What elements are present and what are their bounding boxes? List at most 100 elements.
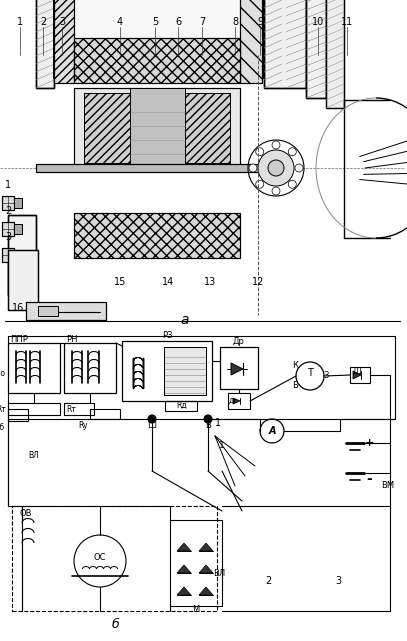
Text: ОС: ОС xyxy=(94,553,106,563)
Text: 1: 1 xyxy=(219,442,225,451)
Polygon shape xyxy=(177,565,191,573)
Text: а: а xyxy=(181,313,189,327)
Text: +: + xyxy=(364,438,374,448)
Bar xyxy=(64,403,94,415)
Polygon shape xyxy=(233,398,240,404)
Bar xyxy=(170,520,222,606)
Bar xyxy=(64,343,116,393)
Bar xyxy=(228,393,250,409)
Bar xyxy=(8,403,60,415)
Text: 6: 6 xyxy=(175,17,181,27)
Text: Б: Б xyxy=(292,381,298,390)
Bar xyxy=(26,302,106,320)
Circle shape xyxy=(204,415,212,423)
Bar xyxy=(8,343,60,393)
Bar xyxy=(2,222,14,236)
Text: 15: 15 xyxy=(114,277,126,287)
Text: ВМ: ВМ xyxy=(381,481,394,490)
Text: Дг: Дг xyxy=(229,398,238,404)
Bar xyxy=(36,164,276,172)
Text: 5: 5 xyxy=(152,17,158,27)
Text: Ш: Ш xyxy=(147,422,157,431)
Bar xyxy=(8,250,38,310)
Bar xyxy=(54,0,74,83)
Text: ВЛ: ВЛ xyxy=(28,451,39,460)
Bar xyxy=(12,506,217,611)
Bar xyxy=(326,0,344,108)
Polygon shape xyxy=(199,587,213,595)
Circle shape xyxy=(272,141,280,149)
Bar xyxy=(2,248,14,262)
Bar xyxy=(74,38,240,83)
Polygon shape xyxy=(177,587,191,595)
Bar xyxy=(326,0,344,108)
Text: ОВ: ОВ xyxy=(20,508,33,517)
Bar xyxy=(350,367,370,383)
Text: Rб: Rб xyxy=(0,422,4,431)
Text: 1: 1 xyxy=(5,180,11,190)
Bar xyxy=(264,0,306,88)
Bar xyxy=(164,347,206,395)
Text: РН: РН xyxy=(66,335,77,344)
Bar xyxy=(14,198,22,208)
Bar xyxy=(38,306,58,316)
Bar xyxy=(74,213,240,258)
Text: 10: 10 xyxy=(312,17,324,27)
Text: Т: Т xyxy=(307,368,313,378)
Bar xyxy=(8,215,36,295)
Text: 1: 1 xyxy=(215,418,221,428)
Bar xyxy=(2,222,14,236)
Text: 14: 14 xyxy=(162,277,174,287)
Circle shape xyxy=(295,164,303,172)
Text: Д1: Д1 xyxy=(353,367,364,376)
Bar xyxy=(84,93,230,163)
Circle shape xyxy=(256,147,264,156)
Bar xyxy=(74,88,240,168)
Text: Rт: Rт xyxy=(66,404,76,413)
Text: Др: Др xyxy=(233,338,245,347)
Bar xyxy=(54,0,264,78)
Bar xyxy=(36,0,54,88)
Polygon shape xyxy=(199,565,213,573)
Polygon shape xyxy=(199,543,213,551)
Text: РНо: РНо xyxy=(0,369,5,378)
Text: 16: 16 xyxy=(12,303,24,313)
Text: 4: 4 xyxy=(117,17,123,27)
Bar xyxy=(14,224,22,234)
Bar xyxy=(2,196,14,210)
Bar xyxy=(14,250,22,260)
Text: В: В xyxy=(205,422,211,431)
Bar xyxy=(36,164,276,172)
Circle shape xyxy=(148,415,156,423)
Bar xyxy=(74,38,240,83)
Text: 1: 1 xyxy=(17,17,23,27)
Circle shape xyxy=(268,160,284,176)
Circle shape xyxy=(288,147,296,156)
Bar xyxy=(8,409,28,421)
Polygon shape xyxy=(177,543,191,551)
Bar xyxy=(8,215,36,295)
Text: ВЛ: ВЛ xyxy=(213,569,225,578)
Polygon shape xyxy=(231,363,243,375)
Bar xyxy=(90,409,120,419)
Bar xyxy=(264,0,306,88)
Text: 3: 3 xyxy=(335,576,341,586)
Bar xyxy=(130,88,185,168)
Text: 3: 3 xyxy=(59,17,65,27)
Bar xyxy=(14,198,22,208)
Bar xyxy=(74,213,240,258)
Bar xyxy=(240,0,262,83)
Bar xyxy=(2,196,14,210)
Bar xyxy=(240,0,262,83)
Text: 2: 2 xyxy=(265,576,271,586)
Bar xyxy=(164,347,206,395)
Text: ППР: ППР xyxy=(10,335,28,344)
Text: М: М xyxy=(193,604,199,613)
Text: 2: 2 xyxy=(40,17,46,27)
Circle shape xyxy=(288,180,296,188)
Bar xyxy=(130,88,185,168)
Text: 12: 12 xyxy=(252,277,264,287)
Circle shape xyxy=(256,180,264,188)
Bar xyxy=(54,0,74,83)
Text: 3: 3 xyxy=(5,232,11,242)
